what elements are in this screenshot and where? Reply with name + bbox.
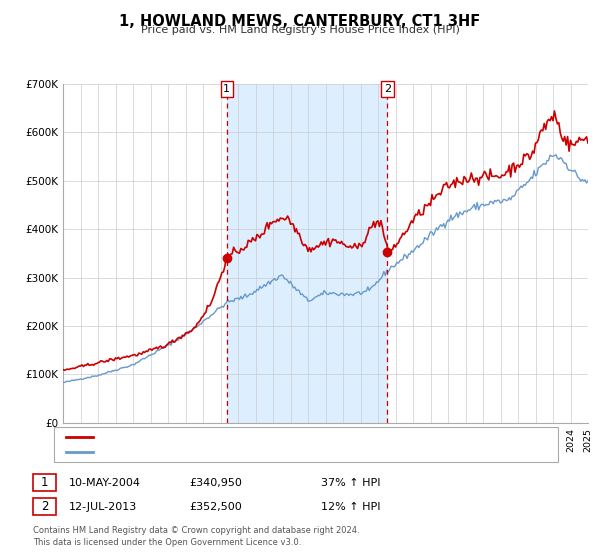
Text: £352,500: £352,500 xyxy=(189,502,242,512)
Text: 10-MAY-2004: 10-MAY-2004 xyxy=(69,478,141,488)
Text: 37% ↑ HPI: 37% ↑ HPI xyxy=(321,478,380,488)
Text: Price paid vs. HM Land Registry's House Price Index (HPI): Price paid vs. HM Land Registry's House … xyxy=(140,25,460,35)
Text: HPI: Average price, detached house, Canterbury: HPI: Average price, detached house, Cant… xyxy=(97,447,338,458)
Text: 1, HOWLAND MEWS, CANTERBURY, CT1 3HF: 1, HOWLAND MEWS, CANTERBURY, CT1 3HF xyxy=(119,14,481,29)
Bar xyxy=(227,84,388,423)
Text: Contains HM Land Registry data © Crown copyright and database right 2024.
This d: Contains HM Land Registry data © Crown c… xyxy=(33,526,359,547)
Text: 2: 2 xyxy=(384,84,391,94)
Text: 1: 1 xyxy=(223,84,230,94)
Text: 12% ↑ HPI: 12% ↑ HPI xyxy=(321,502,380,512)
Text: 1, HOWLAND MEWS, CANTERBURY, CT1 3HF (detached house): 1, HOWLAND MEWS, CANTERBURY, CT1 3HF (de… xyxy=(97,432,409,442)
Text: 2: 2 xyxy=(41,500,48,514)
Text: 1: 1 xyxy=(41,476,48,489)
Text: £340,950: £340,950 xyxy=(189,478,242,488)
Text: 12-JUL-2013: 12-JUL-2013 xyxy=(69,502,137,512)
